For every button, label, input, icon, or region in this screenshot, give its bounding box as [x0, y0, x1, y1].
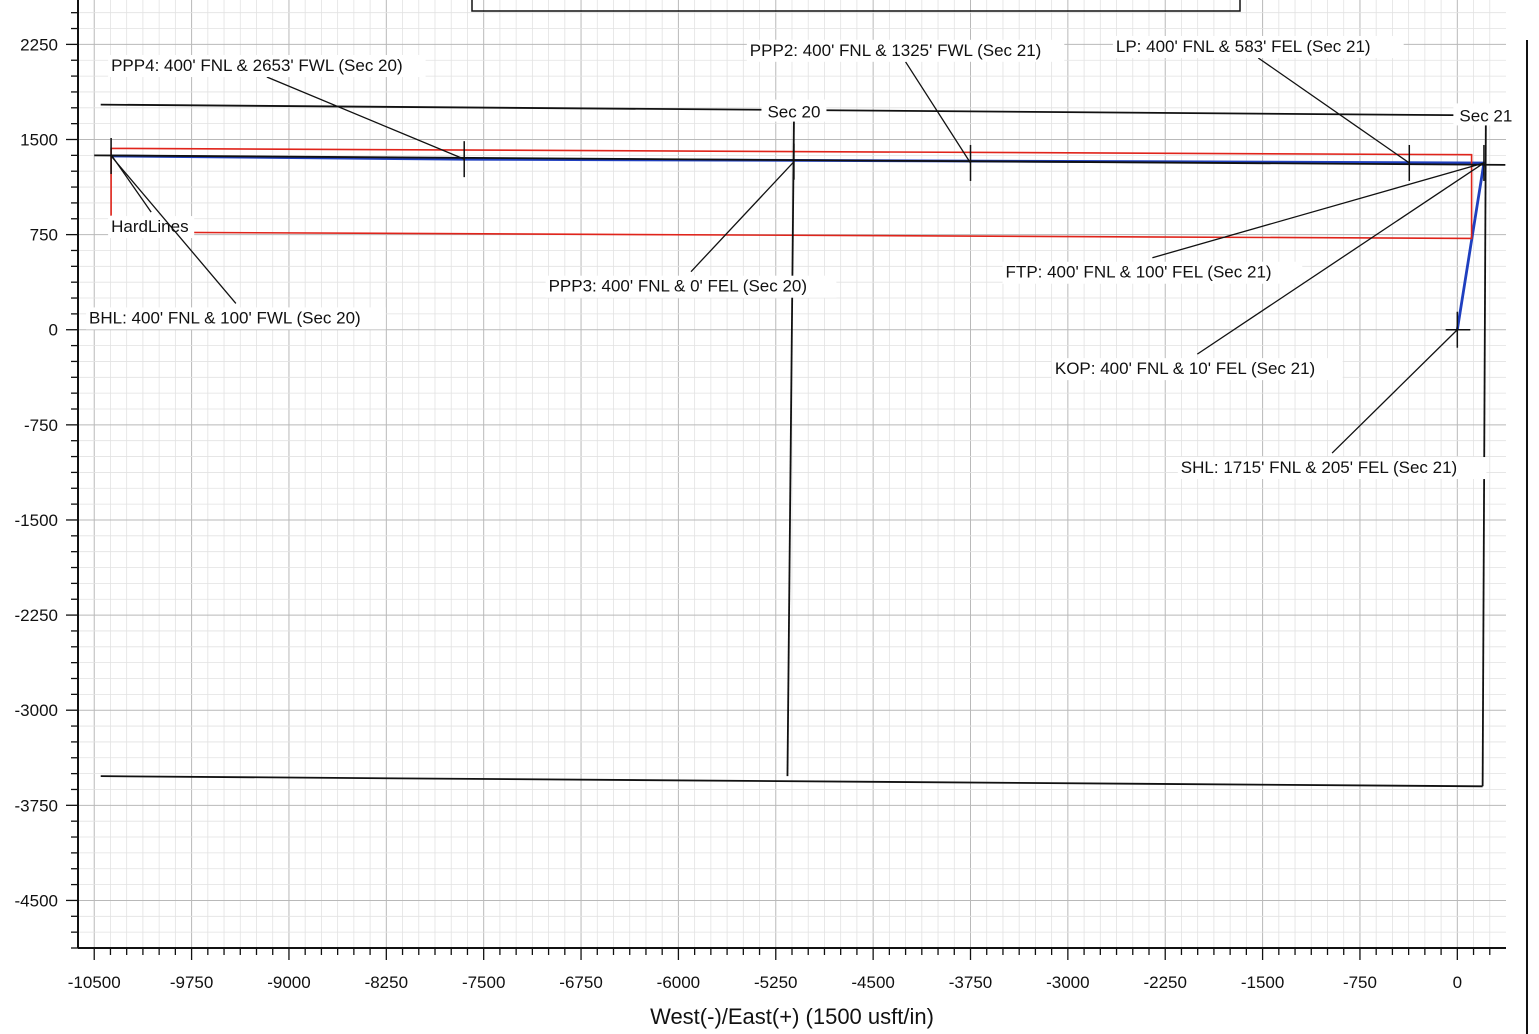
label-background: [1453, 103, 1519, 126]
annotation-label: HardLines: [111, 217, 189, 236]
annotation-label: KOP: 400' FNL & 10' FEL (Sec 21): [1055, 359, 1315, 378]
annotation-label: PPP3: 400' FNL & 0' FEL (Sec 20): [549, 277, 807, 296]
label-background: [545, 275, 837, 298]
label-background: [1112, 35, 1404, 58]
x-tick-label: -5250: [754, 973, 797, 992]
leader-line: [1257, 57, 1410, 164]
x-tick-label: -7500: [462, 973, 505, 992]
label-background: [108, 55, 426, 78]
leader-line: [690, 161, 795, 273]
annotation-label: BHL: 400' FNL & 100' FWL (Sec 20): [89, 308, 361, 327]
annotations-group: PPP4: 400' FNL & 2653' FWL (Sec 20) PPP2:…: [86, 35, 1519, 480]
leader-line: [905, 61, 972, 164]
x-tick-label: -9000: [267, 973, 310, 992]
label-background: [1177, 457, 1487, 480]
x-tick-label: -6000: [657, 973, 700, 992]
section-line: [1481, 115, 1487, 787]
section-label: Sec 20: [767, 103, 820, 122]
x-tick-label: -10500: [68, 973, 121, 992]
y-tick-label: -3000: [15, 701, 58, 720]
y-tick-label: 2250: [20, 35, 58, 54]
x-tick-label: -9750: [170, 973, 213, 992]
leader-line: [1196, 162, 1485, 355]
label-background: [1002, 261, 1303, 284]
label-background: [86, 307, 386, 330]
x-tick-label: -750: [1343, 973, 1377, 992]
legend-box-edge: [471, 0, 1241, 12]
x-axis-title: West(-)/East(+) (1500 usft/in): [650, 1004, 934, 1029]
label-background: [746, 39, 1065, 62]
x-tick-label: -1500: [1241, 973, 1284, 992]
y-tick-label: -2250: [15, 606, 58, 625]
annotation-label: FTP: 400' FNL & 100' FEL (Sec 21): [1006, 263, 1272, 282]
section-line: [100, 775, 1483, 788]
y-tick-label: -750: [24, 416, 58, 435]
leader-line: [110, 155, 237, 304]
x-tick-label: -8250: [365, 973, 408, 992]
leader-line: [1331, 329, 1458, 454]
x-tick-label: -3000: [1046, 973, 1089, 992]
annotation-label: SHL: 1715' FNL & 205' FEL (Sec 21): [1181, 458, 1457, 477]
y-tick-label: -4500: [15, 891, 58, 910]
x-tick-label: -6750: [559, 973, 602, 992]
annotation-label: PPP2: 400' FNL & 1325' FWL (Sec 21): [750, 41, 1042, 60]
y-tick-label: -3750: [15, 796, 58, 815]
x-tick-label: 0: [1453, 973, 1462, 992]
section-line: [786, 120, 795, 777]
label-background: [1051, 358, 1343, 381]
y-tick-label: 0: [49, 321, 58, 340]
label-background: [108, 216, 195, 239]
leader-line: [266, 76, 465, 160]
x-tick-label: -2250: [1143, 973, 1186, 992]
y-tick-label: -1500: [15, 511, 58, 530]
annotation-label: PPP4: 400' FNL & 2653' FWL (Sec 20): [111, 56, 403, 75]
x-tick-label: -4500: [851, 973, 894, 992]
label-background: [761, 99, 827, 122]
y-tick-label: 1500: [20, 131, 58, 150]
section-line: [94, 154, 1506, 166]
leader-line: [1152, 162, 1485, 259]
section-label: Sec 21: [1459, 106, 1512, 125]
y-tick-label: 750: [30, 226, 58, 245]
ticks-group: -10500 -9750 -9000 -8250 -7500 -6750 -6000 -525…: [15, 12, 1491, 992]
annotation-label: LP: 400' FNL & 583' FEL (Sec 21): [1116, 37, 1371, 56]
x-tick-label: -3750: [949, 973, 992, 992]
